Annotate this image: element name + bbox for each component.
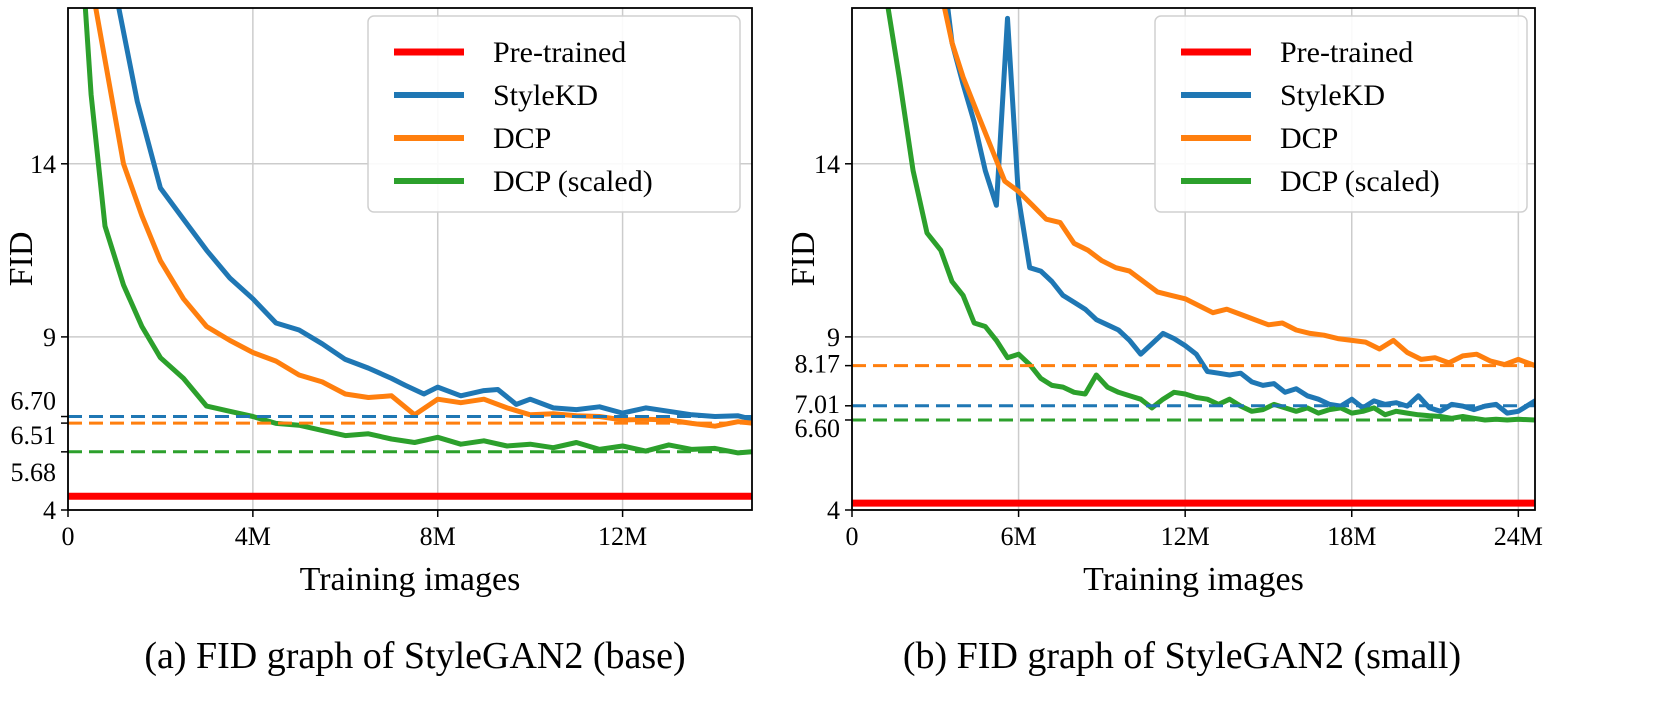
legend-label: DCP — [1280, 122, 1338, 155]
final-fid-tick-label: 7.01 — [795, 390, 841, 419]
x-tick-label: 12M — [598, 522, 647, 551]
legend: Pre-trained StyleKD DCP DCP (scaled) — [1154, 15, 1528, 213]
y-tick-label: 9 — [827, 323, 840, 352]
y-tick-label: 4 — [827, 496, 840, 525]
final-fid-tick-label: 6.70 — [11, 387, 57, 416]
figure-caption: (a) FID graph of StyleGAN2 (base) — [144, 635, 685, 677]
final-fid-tick-label: 5.68 — [11, 458, 57, 487]
final-fid-tick-label: 8.17 — [795, 350, 841, 379]
x-tick-label: 24M — [1494, 522, 1543, 551]
plot-area — [852, 8, 1535, 507]
y-tick-label: 4 — [43, 496, 56, 525]
legend-label: DCP (scaled) — [493, 165, 653, 198]
y-axis-label: FID — [3, 232, 40, 287]
final-fid-tick-label: 6.60 — [795, 414, 841, 443]
chart-panel-b: 0 6M 12M 18M 24M 4 9 14 8.17 7.016.60 Training ima… — [785, 7, 1543, 677]
y-axis-label: FID — [785, 232, 822, 287]
legend-box — [1154, 15, 1528, 213]
legend-label: Pre-trained — [493, 36, 626, 69]
legend-label: StyleKD — [1280, 79, 1385, 112]
y-tick-label: 14 — [30, 150, 56, 179]
series-line-dcp — [93, 8, 752, 429]
x-tick-label: 0 — [846, 522, 859, 551]
x-axis-label: Training images — [1083, 561, 1304, 598]
x-tick-label: 8M — [420, 522, 456, 551]
legend-box — [367, 15, 741, 213]
series-line-dcp — [941, 8, 1535, 369]
plot-frame — [67, 7, 753, 511]
series-line-dcp-scaled — [82, 8, 752, 456]
x-tick-label: 12M — [1161, 522, 1210, 551]
legend-label: Pre-trained — [1280, 36, 1413, 69]
legend-label: StyleKD — [493, 79, 598, 112]
y-tick-label: 9 — [43, 323, 56, 352]
x-tick-label: 0 — [62, 522, 75, 551]
final-fid-tick-label: 6.51 — [11, 421, 57, 450]
legend: Pre-trained StyleKD DCP DCP (scaled) — [367, 15, 741, 213]
chart-panel-a: 0 4M 8M 12M 4 9 14 6.70 6.51 5.68 Training images F… — [3, 7, 753, 677]
x-tick-label: 18M — [1327, 522, 1376, 551]
x-tick-label: 4M — [235, 522, 271, 551]
legend-label: DCP — [493, 122, 551, 155]
x-axis-label: Training images — [300, 561, 521, 598]
series-line-stylekd — [116, 8, 752, 422]
legend-label: DCP (scaled) — [1280, 165, 1440, 198]
plot-frame — [851, 7, 1536, 511]
y-tick-label: 14 — [814, 150, 840, 179]
figure-caption: (b) FID graph of StyleGAN2 (small) — [903, 635, 1461, 677]
series-line-stylekd — [945, 8, 1535, 416]
series-line-dcp-scaled — [885, 8, 1535, 423]
x-tick-label: 6M — [1001, 522, 1037, 551]
plot-area — [68, 8, 752, 500]
